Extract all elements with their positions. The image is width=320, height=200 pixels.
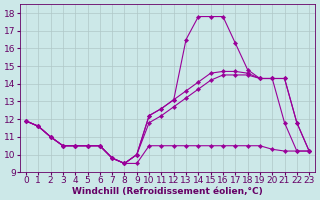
X-axis label: Windchill (Refroidissement éolien,°C): Windchill (Refroidissement éolien,°C) — [72, 187, 263, 196]
